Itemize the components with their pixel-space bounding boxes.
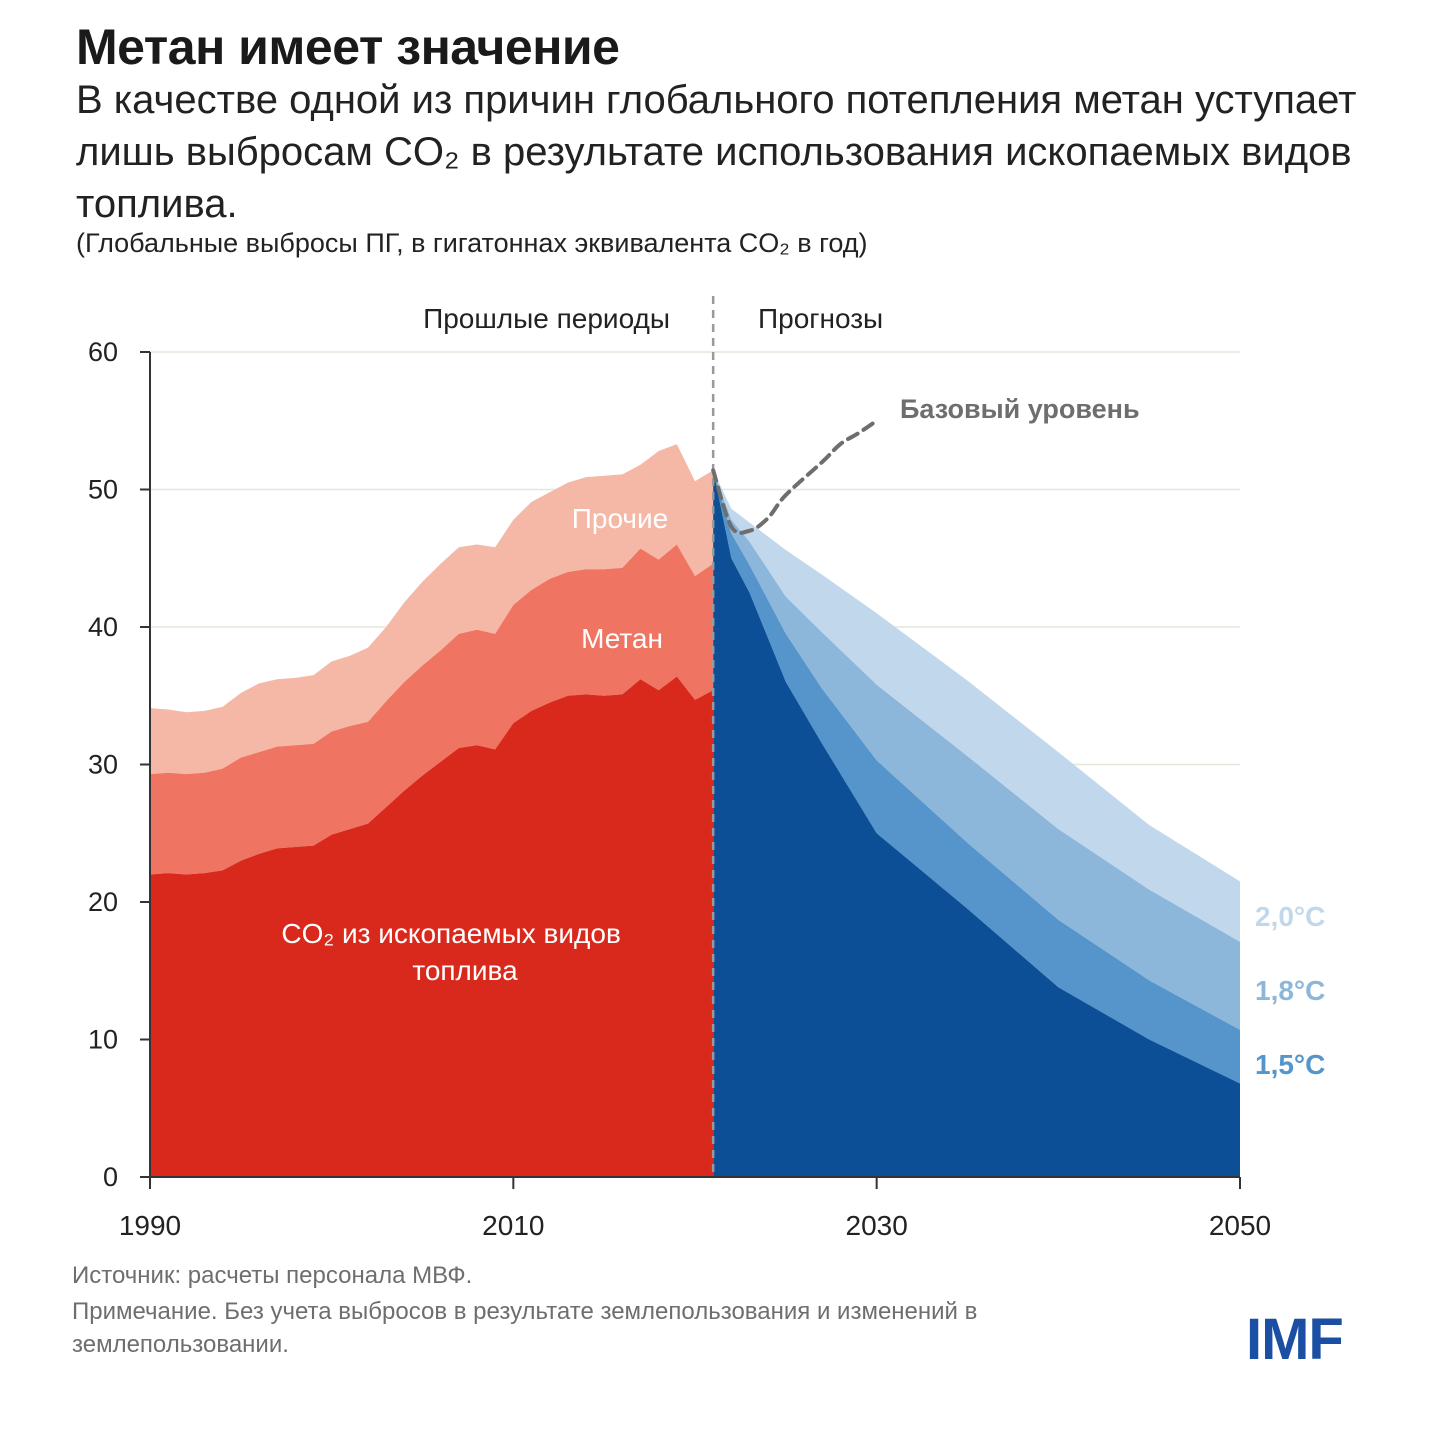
area-baseline-band bbox=[713, 470, 1240, 942]
x-tick-label-2010: 2010 bbox=[482, 1210, 544, 1241]
series-label-methane: Метан bbox=[581, 623, 663, 654]
area-2-0 bbox=[713, 470, 1240, 1030]
area-co2 bbox=[150, 676, 714, 1177]
y-tick-label-20: 20 bbox=[88, 887, 118, 917]
series-label-co2: CO₂ из ископаемых видов топлива bbox=[281, 918, 628, 986]
footnote: Примечание. Без учета выбросов в результ… bbox=[72, 1298, 978, 1358]
scenario-label-1-8: 1,8°C bbox=[1255, 975, 1325, 1006]
baseline-dashed-line bbox=[711, 418, 879, 535]
y-tick-label-30: 30 bbox=[88, 750, 118, 780]
scenario-label-1-5: 1,5°C bbox=[1255, 1049, 1325, 1080]
imf-logo: IMF bbox=[1246, 1307, 1344, 1372]
chart-subtitle: В качестве одной из причин глобального п… bbox=[76, 78, 1357, 226]
y-tick-label-60: 60 bbox=[88, 337, 118, 367]
baseline-label: Базовый уровень bbox=[900, 394, 1140, 424]
y-tick-label-40: 40 bbox=[88, 612, 118, 642]
period-label-future: Прогнозы bbox=[758, 303, 883, 334]
area-1-8 bbox=[713, 470, 1240, 1084]
series-label-co2-line1: CO₂ из ископаемых видов bbox=[281, 918, 620, 949]
area-1-5 bbox=[713, 470, 1240, 1177]
area-methane bbox=[150, 544, 714, 875]
x-tick-label-1990: 1990 bbox=[119, 1210, 181, 1241]
y-tick-label-50: 50 bbox=[88, 475, 118, 505]
chart-title: Метан имеет значение bbox=[76, 19, 620, 75]
x-tick-label-2030: 2030 bbox=[846, 1210, 908, 1241]
series-label-co2-line2: топлива bbox=[412, 955, 518, 986]
area-series bbox=[150, 444, 1240, 1177]
y-tick-label-0: 0 bbox=[103, 1162, 118, 1192]
y-tick-label-10: 10 bbox=[88, 1025, 118, 1055]
units-label: (Глобальные выбросы ПГ, в гигатоннах экв… bbox=[76, 228, 868, 258]
series-label-other: Прочие bbox=[572, 503, 668, 534]
x-tick-label-2050: 2050 bbox=[1209, 1210, 1271, 1241]
scenario-label-2-0: 2,0°C bbox=[1255, 901, 1325, 932]
period-label-past: Прошлые периоды bbox=[423, 303, 670, 334]
source-note: Источник: расчеты персонала МВФ. bbox=[72, 1262, 473, 1289]
area-other bbox=[150, 444, 714, 775]
